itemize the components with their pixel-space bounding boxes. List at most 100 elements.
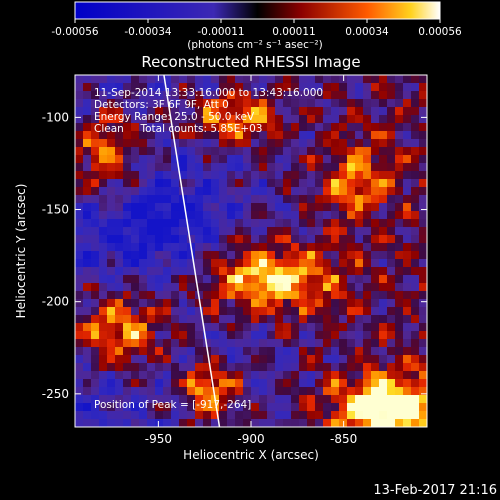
heatmap-cell — [75, 259, 84, 268]
heatmap-cell — [403, 107, 412, 116]
heatmap-cell — [107, 259, 116, 268]
heatmap-cell — [91, 179, 100, 188]
heatmap-cell — [203, 195, 212, 204]
heatmap-cell — [235, 259, 244, 268]
heatmap-cell — [387, 379, 396, 388]
heatmap-cell — [155, 211, 164, 220]
heatmap-cell — [291, 99, 300, 108]
heatmap-cell — [131, 171, 140, 180]
heatmap-cell — [315, 75, 324, 84]
heatmap-cell — [347, 387, 356, 396]
heatmap-cell — [131, 211, 140, 220]
heatmap-cell — [275, 331, 284, 340]
heatmap-cell — [259, 243, 268, 252]
heatmap-cell — [403, 395, 412, 404]
heatmap-cell — [115, 403, 124, 412]
heatmap-cell — [187, 179, 196, 188]
heatmap-cell — [371, 419, 380, 427]
heatmap-cell — [283, 291, 292, 300]
heatmap-cell — [355, 91, 364, 100]
heatmap-cell — [299, 251, 308, 260]
heatmap-cell — [299, 283, 308, 292]
heatmap-cell — [291, 139, 300, 148]
heatmap-cell — [403, 275, 412, 284]
heatmap-cell — [339, 411, 348, 420]
heatmap-cell — [203, 235, 212, 244]
heatmap-cell — [75, 243, 84, 252]
heatmap-cell — [179, 187, 188, 196]
heatmap-cell — [259, 179, 268, 188]
heatmap-cell — [307, 91, 316, 100]
heatmap-cell — [363, 299, 372, 308]
heatmap-cell — [187, 83, 196, 92]
heatmap-cell — [291, 91, 300, 100]
heatmap-cell — [123, 91, 132, 100]
heatmap-cell — [139, 259, 148, 268]
heatmap-cell — [411, 363, 420, 372]
heatmap-cell — [131, 411, 140, 420]
heatmap-cell — [75, 283, 84, 292]
heatmap-cell — [131, 395, 140, 404]
heatmap-cell — [251, 331, 260, 340]
heatmap-cell — [99, 75, 108, 84]
heatmap-cell — [219, 315, 228, 324]
heatmap-cell — [347, 75, 356, 84]
heatmap-cell — [411, 203, 420, 212]
heatmap-cell — [147, 203, 156, 212]
heatmap-cell — [187, 187, 196, 196]
heatmap-cell — [195, 339, 204, 348]
heatmap-cell — [307, 139, 316, 148]
heatmap-cell — [219, 355, 228, 364]
heatmap-cell — [347, 419, 356, 427]
heatmap-cell — [131, 115, 140, 124]
heatmap-cell — [75, 419, 84, 427]
heatmap-cell — [267, 315, 276, 324]
heatmap-cell — [323, 83, 332, 92]
heatmap-cell — [387, 195, 396, 204]
heatmap-cell — [91, 195, 100, 204]
heatmap-cell — [227, 387, 236, 396]
heatmap-cell — [323, 411, 332, 420]
heatmap-cell — [163, 403, 172, 412]
heatmap-cell — [163, 131, 172, 140]
heatmap-cell — [139, 243, 148, 252]
heatmap-cell — [315, 387, 324, 396]
heatmap-cell — [395, 211, 404, 220]
heatmap-cell — [275, 139, 284, 148]
heatmap-cell — [411, 267, 420, 276]
heatmap-cell — [387, 419, 396, 427]
heatmap-cell — [235, 179, 244, 188]
heatmap-cell — [115, 323, 124, 332]
heatmap-cell — [235, 283, 244, 292]
heatmap-cell — [323, 379, 332, 388]
heatmap-cell — [131, 331, 140, 340]
heatmap-cell — [411, 379, 420, 388]
heatmap-cell — [211, 171, 220, 180]
heatmap-cell — [83, 211, 92, 220]
heatmap-cell — [419, 203, 427, 212]
heatmap-cell — [339, 387, 348, 396]
heatmap-cell — [395, 387, 404, 396]
heatmap-cell — [243, 339, 252, 348]
heatmap-cell — [355, 171, 364, 180]
heatmap-cell — [339, 299, 348, 308]
heatmap-cell — [91, 363, 100, 372]
heatmap-cell — [139, 419, 148, 427]
heatmap-cell — [155, 411, 164, 420]
heatmap-cell — [227, 275, 236, 284]
heatmap-cell — [355, 107, 364, 116]
heatmap-cell — [331, 315, 340, 324]
heatmap-cell — [99, 371, 108, 380]
heatmap-cell — [107, 403, 116, 412]
heatmap-cell — [115, 275, 124, 284]
heatmap-cell — [203, 339, 212, 348]
heatmap-cell — [259, 235, 268, 244]
heatmap-cell — [99, 99, 108, 108]
heatmap-cell — [267, 187, 276, 196]
heatmap-cell — [323, 75, 332, 84]
heatmap-cell — [411, 355, 420, 364]
heatmap-cell — [323, 267, 332, 276]
heatmap-cell — [123, 323, 132, 332]
heatmap-cell — [395, 219, 404, 228]
heatmap-cell — [283, 307, 292, 316]
